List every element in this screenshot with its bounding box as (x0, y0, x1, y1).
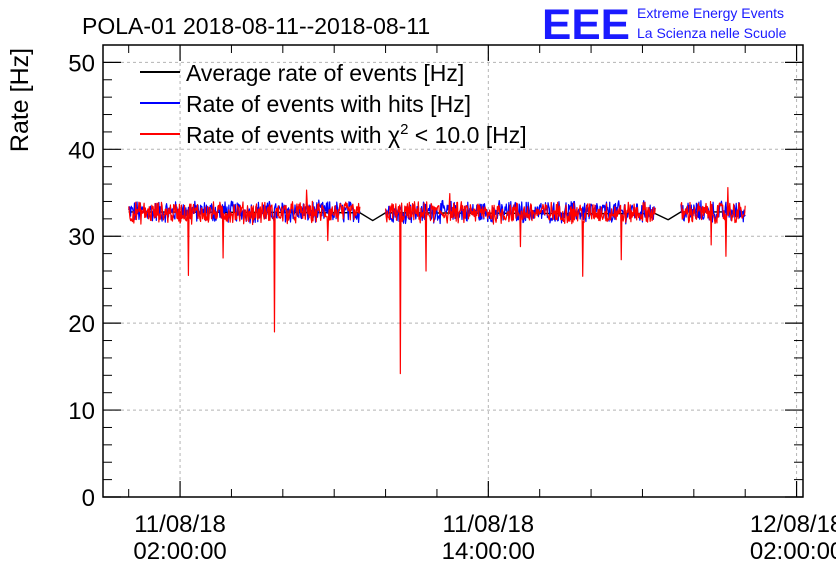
y-tick-label: 40 (68, 137, 95, 164)
x-tick-time-label: 02:00:00 (750, 538, 836, 565)
legend: Average rate of events [Hz] Rate of event… (140, 60, 527, 148)
x-tick-time-label: 02:00:00 (133, 538, 226, 565)
x-tick-date-label: 11/08/18 (443, 511, 535, 538)
eee-logo: EEE Extreme Energy Events La Scienza nel… (542, 1, 787, 49)
legend-label-hits: Rate of events with hits [Hz] (186, 91, 471, 117)
series-line-chi2 (128, 186, 746, 375)
grid-layer (103, 45, 803, 497)
y-tick-label: 50 (68, 50, 95, 77)
y-tick-label: 0 (82, 485, 95, 512)
ticks-layer (103, 44, 803, 498)
logo-line-1: Extreme Energy Events (637, 5, 784, 21)
legend-label-average: Average rate of events [Hz] (186, 60, 464, 86)
logo-text: EEE (542, 1, 630, 49)
legend-label-chi2: Rate of events with χ2 < 10.0 [Hz] (186, 121, 527, 148)
y-tick-label: 20 (68, 311, 95, 338)
chart-title: POLA-01 2018-08-11--2018-08-11 (82, 13, 430, 39)
y-tick-label: 10 (68, 398, 95, 425)
x-tick-date-label: 11/08/18 (134, 511, 226, 538)
y-axis-label: Rate [Hz] (6, 48, 34, 152)
x-tick-time-label: 14:00:00 (442, 538, 535, 565)
y-tick-label: 30 (68, 224, 95, 251)
x-tick-date-label: 12/08/18 (750, 511, 836, 538)
logo-line-2: La Scienza nelle Scuole (637, 25, 787, 41)
labels-layer: 0102030405011/08/1802:00:0011/08/1814:00… (68, 50, 836, 565)
series-layer (128, 186, 746, 375)
